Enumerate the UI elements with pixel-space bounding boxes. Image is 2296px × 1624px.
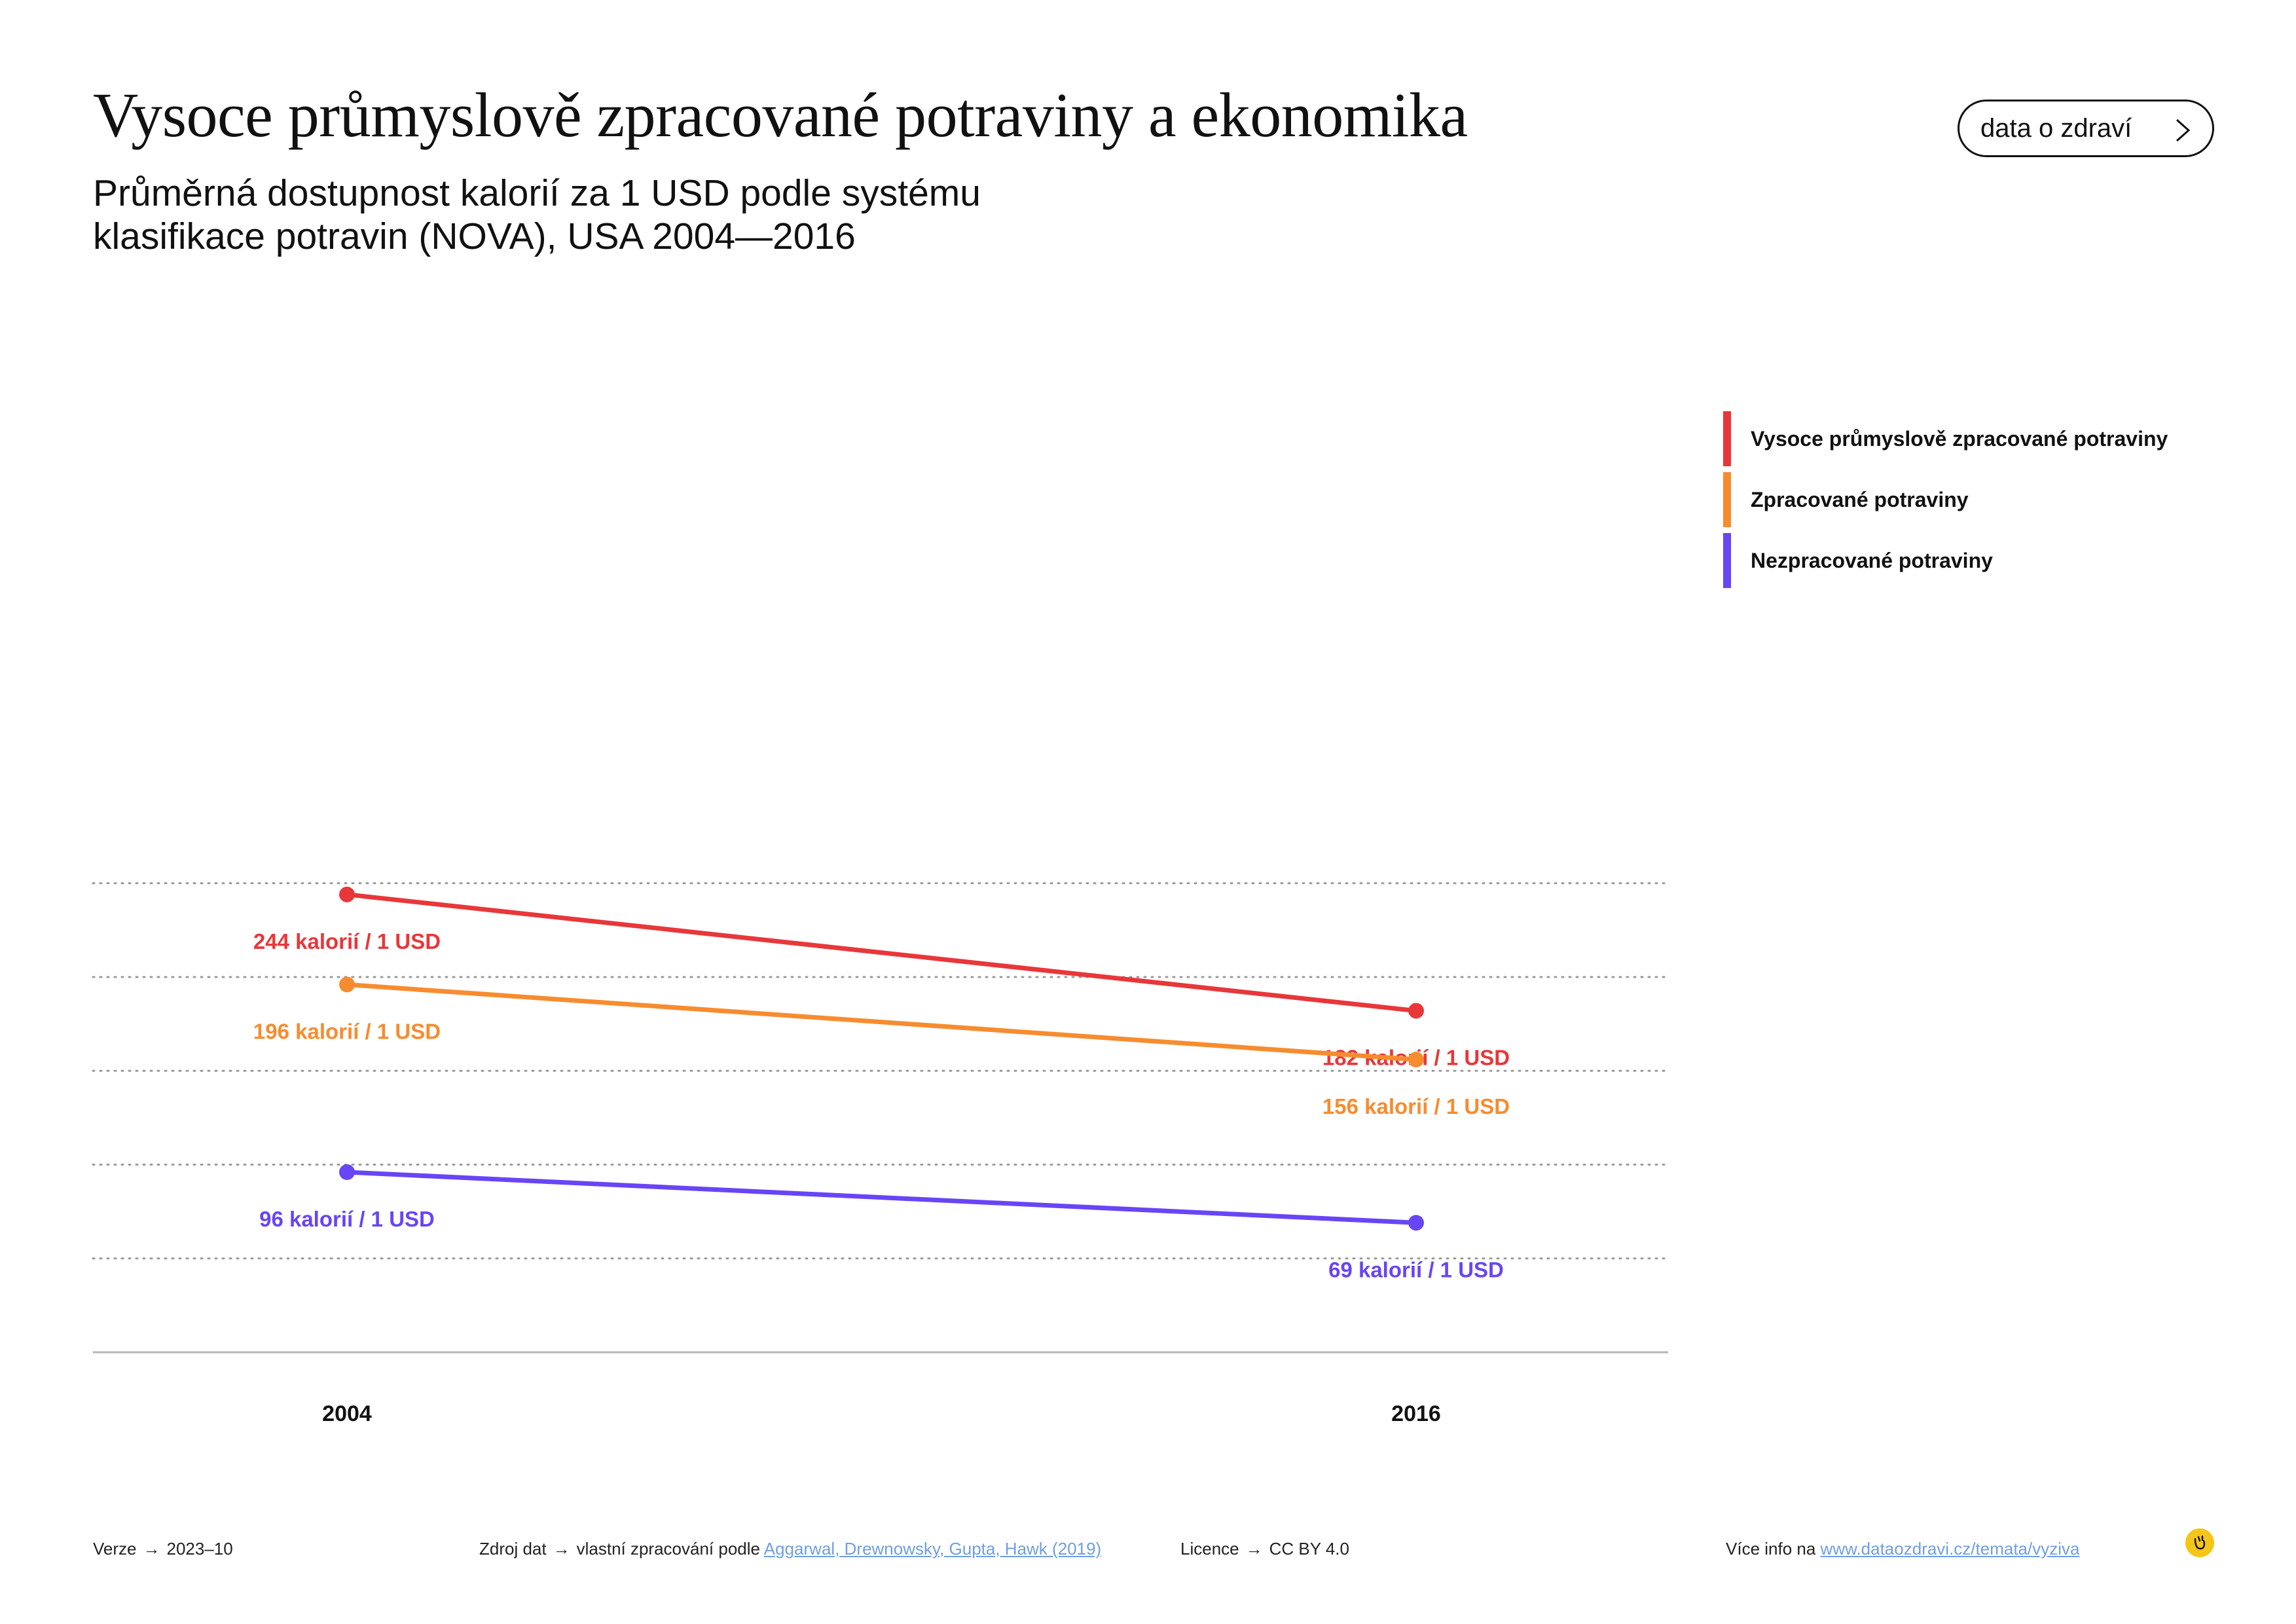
legend-item: Zpracované potraviny xyxy=(1723,472,2168,527)
x-tick-label: 2016 xyxy=(1391,1401,1441,1426)
legend-label: Nezpracované potraviny xyxy=(1751,548,1993,572)
chevron-right-icon xyxy=(2176,119,2191,142)
series-line xyxy=(344,982,1419,1062)
legend-item: Nezpracované potraviny xyxy=(1723,533,2168,588)
footer-source: Zdroj dat → vlastní zpracování podle Aggar… xyxy=(479,1539,1101,1559)
data-label: 96 kalorií / 1 USD xyxy=(259,1207,435,1231)
logo-icon xyxy=(2185,1528,2214,1557)
arrow-icon: → xyxy=(553,1539,570,1559)
legend-item: Vysoce průmyslově zpracované potraviny xyxy=(1723,411,2168,466)
more-info-link[interactable]: www.dataozdravi.cz/temata/vyziva xyxy=(1820,1539,2080,1559)
data-point xyxy=(1408,1052,1424,1068)
data-point xyxy=(339,1164,355,1180)
data-label: 156 kalorií / 1 USD xyxy=(1322,1094,1510,1118)
source-text: vlastní zpracování podle xyxy=(576,1539,760,1559)
subtitle-line-2: klasifikace potravin (NOVA), USA 2004—20… xyxy=(93,215,856,257)
data-point xyxy=(339,976,355,993)
data-label: 69 kalorií / 1 USD xyxy=(1328,1257,1504,1282)
arrow-icon: → xyxy=(143,1539,160,1559)
legend-swatch xyxy=(1723,533,1731,588)
legend-label: Zpracované potraviny xyxy=(1751,487,1969,511)
series-line xyxy=(344,1170,1419,1225)
footer-more-info: Více info na www.dataozdravi.cz/temata/v… xyxy=(1726,1539,2079,1559)
source-link[interactable]: Aggarwal, Drewnowsky, Gupta, Hawk (2019) xyxy=(763,1539,1102,1559)
legend-swatch xyxy=(1723,472,1731,527)
topic-button-label: data o zdraví xyxy=(1980,113,2132,143)
arrow-icon: → xyxy=(1245,1539,1263,1559)
data-label: 244 kalorií / 1 USD xyxy=(253,929,441,953)
license-label: Licence xyxy=(1180,1539,1239,1559)
footer-license: Licence → CC BY 4.0 xyxy=(1180,1539,1349,1559)
license-value: CC BY 4.0 xyxy=(1269,1539,1349,1559)
legend-label: Vysoce průmyslově zpracované potraviny xyxy=(1751,426,2168,451)
x-tick-label: 2004 xyxy=(322,1401,372,1426)
version-value: 2023–10 xyxy=(166,1539,233,1559)
data-point xyxy=(1408,1215,1424,1231)
chart-legend: Vysoce průmyslově zpracované potraviny Zp… xyxy=(1723,411,2168,594)
subtitle-line-1: Průměrná dostupnost kalorií za 1 USD pod… xyxy=(93,172,981,214)
data-point xyxy=(1408,1003,1424,1019)
topic-button[interactable]: data o zdraví xyxy=(1958,100,2214,157)
source-label: Zdroj dat xyxy=(479,1539,547,1559)
series-line xyxy=(344,892,1419,1014)
data-label: 196 kalorií / 1 USD xyxy=(253,1019,441,1043)
footer-version: Verze → 2023–10 xyxy=(93,1539,233,1559)
legend-swatch xyxy=(1723,411,1731,466)
page-title: Vysoce průmyslově zpracované potraviny a… xyxy=(93,80,1468,150)
page-subtitle: Průměrná dostupnost kalorií za 1 USD pod… xyxy=(93,172,1140,258)
version-label: Verze xyxy=(93,1539,137,1559)
more-info-text: Více info na xyxy=(1726,1539,1816,1559)
data-point xyxy=(339,886,355,902)
